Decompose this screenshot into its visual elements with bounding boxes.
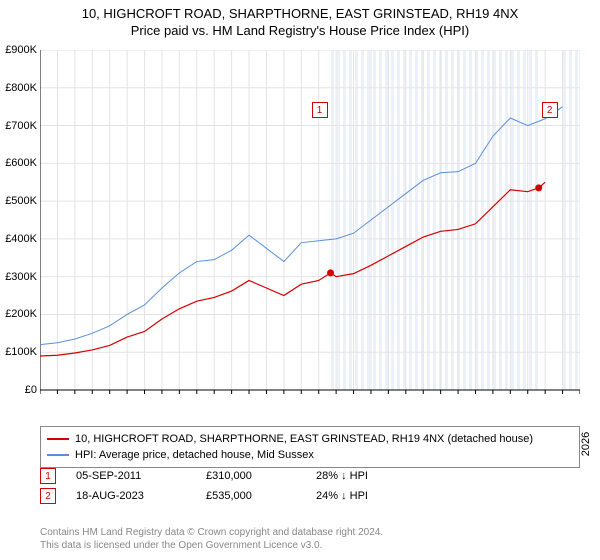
y-tick-label: £200K bbox=[5, 308, 37, 320]
legend-row: 10, HIGHCROFT ROAD, SHARPTHORNE, EAST GR… bbox=[47, 431, 573, 447]
sales-table: 1 05-SEP-2011 £310,000 28% ↓ HPI 2 18-AUG-202… bbox=[40, 466, 580, 506]
sales-price: £310,000 bbox=[206, 470, 296, 482]
y-tick-label: £400K bbox=[5, 233, 37, 245]
sales-price: £535,000 bbox=[206, 490, 296, 502]
sales-delta: 28% ↓ HPI bbox=[316, 470, 368, 482]
footer-line1: Contains HM Land Registry data © Crown c… bbox=[40, 526, 580, 539]
y-tick-label: £500K bbox=[5, 195, 37, 207]
sale-marker-2: 2 bbox=[542, 102, 558, 118]
title-block: 10, HIGHCROFT ROAD, SHARPTHORNE, EAST GR… bbox=[0, 0, 600, 40]
y-tick-label: £600K bbox=[5, 157, 37, 169]
footer: Contains HM Land Registry data © Crown c… bbox=[40, 526, 580, 552]
title-sub: Price paid vs. HM Land Registry's House … bbox=[0, 23, 600, 38]
legend-swatch bbox=[47, 454, 69, 456]
legend-label: 10, HIGHCROFT ROAD, SHARPTHORNE, EAST GR… bbox=[75, 433, 533, 445]
sale-marker-1: 1 bbox=[312, 102, 328, 118]
y-tick-label: £300K bbox=[5, 271, 37, 283]
sales-marker-icon: 2 bbox=[40, 488, 56, 504]
sales-row: 1 05-SEP-2011 £310,000 28% ↓ HPI bbox=[40, 466, 580, 486]
line-chart-svg bbox=[40, 50, 580, 410]
chart-container: 10, HIGHCROFT ROAD, SHARPTHORNE, EAST GR… bbox=[0, 0, 600, 560]
sales-date: 05-SEP-2011 bbox=[76, 470, 186, 482]
legend-label: HPI: Average price, detached house, Mid … bbox=[75, 449, 314, 461]
footer-line2: This data is licensed under the Open Gov… bbox=[40, 539, 580, 552]
sales-row: 2 18-AUG-2023 £535,000 24% ↓ HPI bbox=[40, 486, 580, 506]
y-tick-label: £700K bbox=[5, 120, 37, 132]
legend-swatch bbox=[47, 438, 69, 440]
sales-delta: 24% ↓ HPI bbox=[316, 490, 368, 502]
title-main: 10, HIGHCROFT ROAD, SHARPTHORNE, EAST GR… bbox=[0, 6, 600, 21]
y-tick-label: £900K bbox=[5, 44, 37, 56]
legend: 10, HIGHCROFT ROAD, SHARPTHORNE, EAST GR… bbox=[40, 426, 580, 468]
y-axis-labels: £0£100K£200K£300K£400K£500K£600K£700K£80… bbox=[1, 50, 39, 390]
sales-date: 18-AUG-2023 bbox=[76, 490, 186, 502]
y-tick-label: £100K bbox=[5, 346, 37, 358]
sales-marker-icon: 1 bbox=[40, 468, 56, 484]
chart-area: £0£100K£200K£300K£400K£500K£600K£700K£80… bbox=[40, 50, 580, 410]
y-tick-label: £800K bbox=[5, 82, 37, 94]
x-tick-label: 2026 bbox=[580, 432, 592, 456]
y-tick-label: £0 bbox=[25, 384, 37, 396]
legend-row: HPI: Average price, detached house, Mid … bbox=[47, 447, 573, 463]
